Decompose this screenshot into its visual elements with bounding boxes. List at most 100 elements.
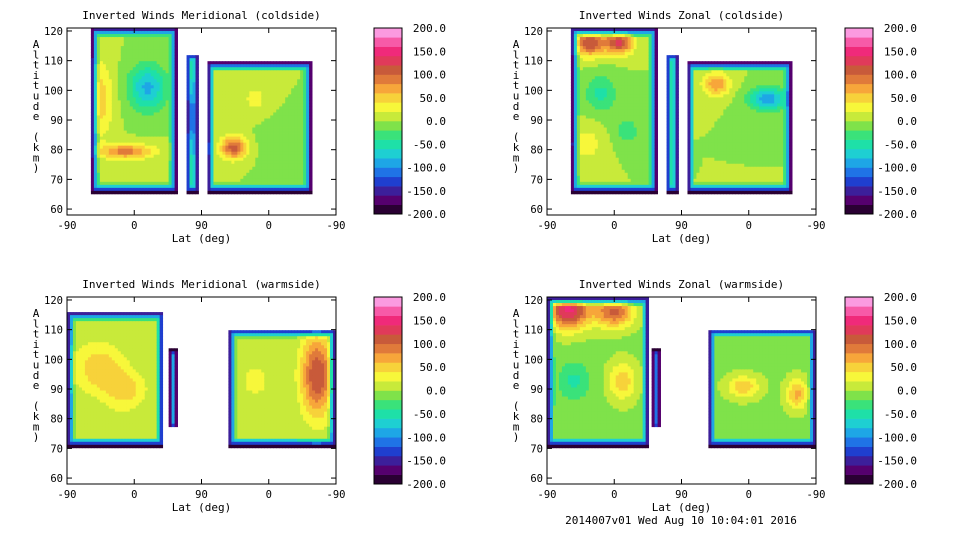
chart-title: Inverted Winds Zonal (coldside) [579,9,784,22]
colorbar-tick-label: 150.0 [413,314,446,327]
x-tick-label: -90 [807,220,826,232]
colorbar-tick-label: 200.0 [413,291,446,304]
y-tick-label: 90 [50,115,63,127]
x-tick-label: 90 [675,489,688,501]
x-tick-label: -90 [807,489,826,501]
x-tick-label: -90 [327,220,346,232]
y-tick-label: 100 [44,354,63,366]
colorbar-tick-label: -100.0 [406,431,446,444]
x-axis-label: Lat (deg) [652,501,712,514]
colorbar: 200.0 150.0 100.0 50.0 0.0 -50.0 -100.0 -150.0 -… [844,291,918,491]
chart-title: Inverted Winds Meridional (warmside) [82,278,320,291]
colorbar-tick-label: 0.0 [897,385,917,398]
colorbar-tick-label: 50.0 [420,361,447,374]
y-tick-label: 70 [530,174,543,186]
colorbar-tick-label: 100.0 [884,69,917,82]
colorbar-tick-label: -50.0 [413,408,446,421]
y-tick-label: 60 [530,204,543,216]
y-tick-label: 120 [524,295,543,307]
x-tick-label: -90 [538,220,557,232]
x-tick-label: 0 [266,220,272,232]
x-tick-label: 0 [746,220,752,232]
colorbar-tick-label: 100.0 [884,338,917,351]
x-tick-label: 0 [746,489,752,501]
y-tick-label: 90 [530,115,543,127]
chart-panel-3: Inverted Winds Meridional (warmside) 60 70… [33,278,446,514]
y-tick-label: 110 [44,325,63,337]
colorbar-tick-label: -150.0 [406,185,446,198]
y-tick-label: 60 [50,473,63,485]
x-axis-label: Lat (deg) [172,501,232,514]
colorbar-tick-label: 200.0 [413,22,446,35]
colorbar-tick-label: -100.0 [406,162,446,175]
y-tick-label: 70 [50,443,63,455]
y-tick-label: 80 [530,414,543,426]
colorbar: 200.0 150.0 100.0 50.0 0.0 -50.0 -100.0 -150.0 -… [844,22,917,221]
y-tick-label: 60 [50,204,63,216]
colorbar-tick-label: -150.0 [877,455,917,468]
colorbar-tick-label: -200.0 [406,478,446,491]
y-tick-label: 80 [50,145,63,157]
colorbar-tick-label: 100.0 [413,69,446,82]
y-tick-label: 60 [530,473,543,485]
chart-title: Inverted Winds Meridional (coldside) [82,9,320,22]
y-tick-label: 100 [524,85,543,97]
y-tick-label: 100 [524,354,543,366]
y-tick-label: 120 [524,26,543,38]
wind-field [570,28,793,195]
y-tick-label: 110 [524,56,543,68]
colorbar-tick-label: -200.0 [877,478,917,491]
colorbar-tick-label: 0.0 [426,385,446,398]
y-tick-label: 120 [44,26,63,38]
x-tick-label: 0 [266,489,272,501]
colorbar-tick-label: 200.0 [884,291,917,304]
y-tick-label: 90 [530,384,543,396]
colorbar: 200.0 150.0 100.0 50.0 0.0 -50.0 -100.0 -150.0 -… [373,291,447,491]
colorbar-tick-label: 200.0 [884,22,917,35]
x-tick-label: 90 [195,489,208,501]
y-tick-label: 110 [44,56,63,68]
colorbar-tick-label: 150.0 [413,45,446,58]
chart-panel-2: Inverted Winds Zonal (coldside) 60 70 80 90 1… [513,9,917,245]
colorbar-tick-label: 0.0 [897,115,917,128]
colorbar-tick-label: -50.0 [413,138,446,151]
colorbar-tick-label: -150.0 [877,185,917,198]
colorbar-tick-label: 150.0 [884,45,917,58]
wind-field [90,28,313,195]
footer-timestamp: 2014007v01 Wed Aug 10 10:04:01 2016 [565,514,797,527]
wind-field [67,312,337,449]
x-tick-label: 0 [131,220,137,232]
colorbar-tick-label: -100.0 [877,162,917,175]
chart-panel-4: Inverted Winds Zonal (warmside) 60 70 80 90 1… [513,278,917,514]
wind-field [547,297,817,449]
x-tick-label: 90 [195,220,208,232]
x-tick-label: -90 [327,489,346,501]
colorbar-tick-label: 0.0 [426,115,446,128]
y-tick-label: 70 [50,174,63,186]
colorbar: 200.0 150.0 100.0 50.0 0.0 -50.0 -100.0 -150.0 -… [373,22,447,221]
y-tick-label: 80 [530,145,543,157]
colorbar-tick-label: -50.0 [884,408,917,421]
colorbar-tick-label: 50.0 [891,361,918,374]
chart-panel-1: Inverted Winds Meridional (coldside) 60 70… [33,9,446,245]
colorbar-tick-label: -200.0 [877,208,917,221]
colorbar-tick-label: -100.0 [877,431,917,444]
colorbar-tick-label: -150.0 [406,455,446,468]
y-tick-label: 70 [530,443,543,455]
x-tick-label: 0 [131,489,137,501]
colorbar-tick-label: -50.0 [884,138,917,151]
colorbar-tick-label: 50.0 [420,92,447,105]
y-tick-label: 110 [524,325,543,337]
x-tick-label: 0 [611,220,617,232]
colorbar-tick-label: 150.0 [884,314,917,327]
x-tick-label: 90 [675,220,688,232]
x-tick-label: -90 [538,489,557,501]
y-tick-label: 100 [44,85,63,97]
chart-title: Inverted Winds Zonal (warmside) [579,278,784,291]
x-tick-label: -90 [58,220,77,232]
